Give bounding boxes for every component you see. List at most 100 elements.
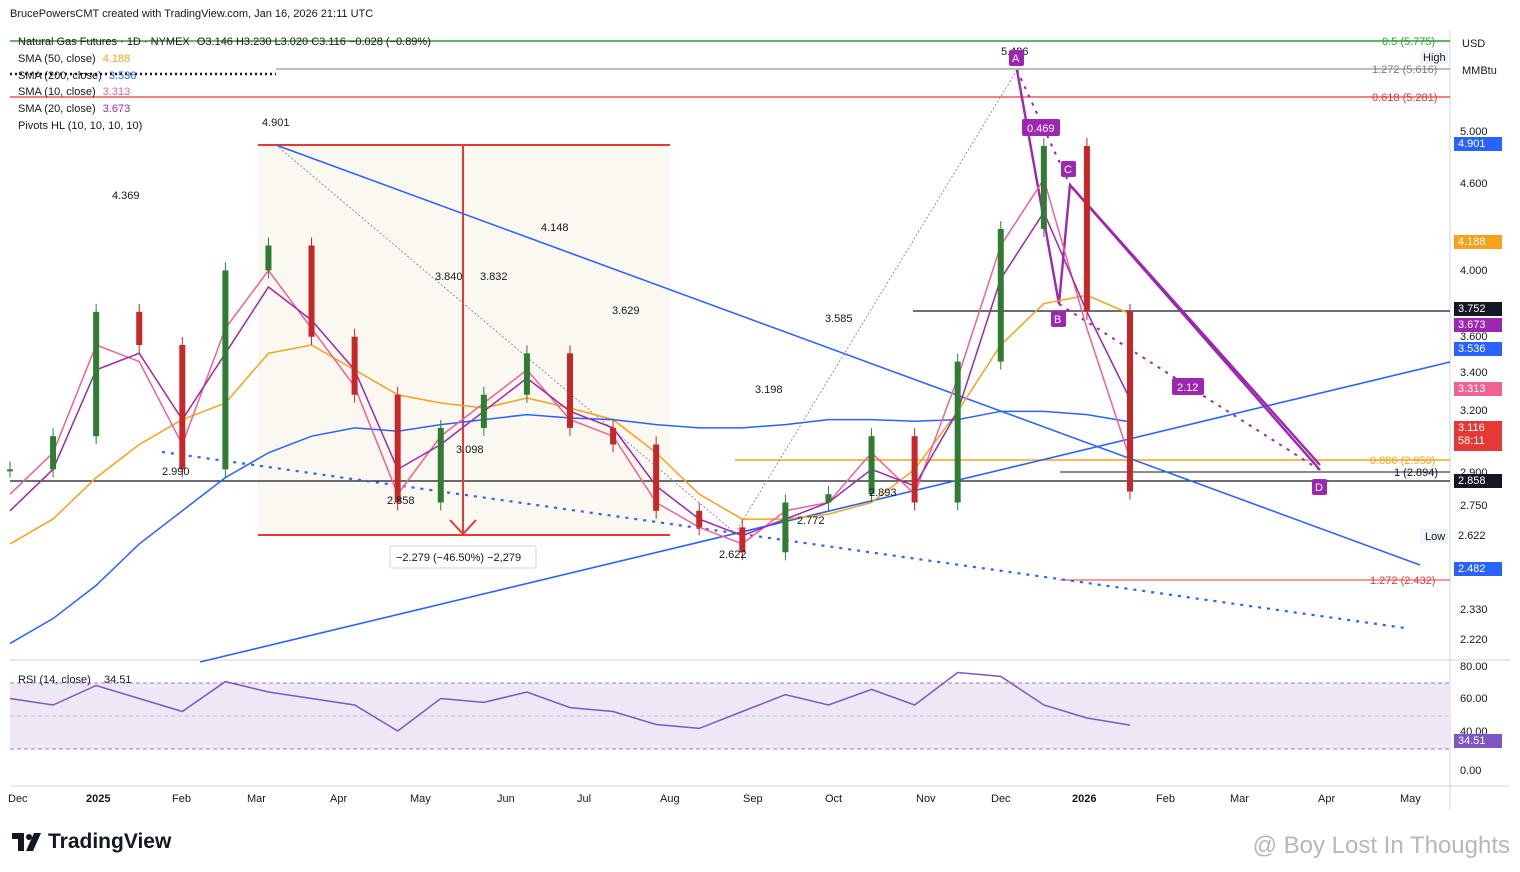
legend-symbol-row[interactable]: Natural Gas Futures · 1D · NYMEX O3.146 …: [18, 34, 431, 51]
axis-currency: USD: [1462, 38, 1485, 50]
month-tick: Dec: [8, 793, 28, 805]
pivot-label: 3.585: [825, 313, 853, 325]
fib-label: 0.5 (5.775): [1382, 36, 1435, 48]
price-badge: 4.901: [1454, 137, 1502, 151]
month-tick: Sep: [743, 793, 763, 805]
price-tick: 2.220: [1460, 634, 1488, 646]
dotted-support-line[interactable]: [161, 450, 1406, 630]
sma10-value: 3.313: [102, 86, 131, 99]
tradingview-logo[interactable]: TradingView: [12, 830, 171, 854]
pattern-marker-b: [1051, 311, 1066, 327]
price-badge: 3.536: [1454, 342, 1502, 356]
pattern-marker-label: C: [1064, 164, 1072, 176]
pivot-label: 2.893: [869, 487, 897, 499]
rsi-tick: 60.00: [1460, 693, 1488, 705]
pattern-marker-label: A: [1012, 53, 1020, 65]
pattern-marker-label: D: [1315, 482, 1323, 494]
pivot-label: 4.901: [262, 117, 290, 129]
sma10-label: SMA (10, close): [18, 86, 96, 99]
month-tick: Mar: [247, 793, 266, 805]
pattern-marker-label: B: [1054, 314, 1061, 326]
month-tick: May: [1400, 793, 1421, 805]
legend-pivots-row[interactable]: Pivots HL (10, 10, 10, 10): [18, 118, 431, 135]
legend-sma200-row[interactable]: SMA (200, close) 3.536: [18, 68, 431, 85]
ratio-box: [1172, 378, 1204, 395]
axis-unit: MMBtu: [1462, 65, 1497, 77]
sma20-value: 3.673: [102, 103, 131, 116]
pivot-label: 2.772: [797, 515, 825, 527]
pivot-label: 4.369: [112, 190, 140, 202]
month-tick: Jul: [577, 793, 591, 805]
ratio-box: [1022, 119, 1060, 136]
chart-header: BrucePowersCMT created with TradingView.…: [10, 8, 374, 20]
month-tick: Apr: [330, 793, 347, 805]
price-badge: 4.188: [1454, 235, 1502, 249]
candles: [7, 138, 1133, 561]
pivots-label: Pivots HL (10, 10, 10, 10): [18, 119, 143, 132]
legend-sma20-row[interactable]: SMA (20, close) 3.673: [18, 101, 431, 118]
brand-name: TradingView: [48, 830, 172, 853]
price-tick: 3.600: [1460, 331, 1488, 343]
price-tick: 4.600: [1460, 178, 1488, 190]
ratio-label: 0.469: [1027, 123, 1055, 135]
legend-sma50-row[interactable]: SMA (50, close) 4.188: [18, 51, 431, 68]
price-tick: 4.000: [1460, 265, 1488, 277]
pivot-label: 3.832: [480, 271, 508, 283]
fib-label: 0.618 (5.281): [1372, 92, 1437, 104]
sma50-value: 4.188: [102, 52, 131, 65]
price-badge: 3.313: [1454, 382, 1502, 396]
month-tick: Mar: [1230, 793, 1249, 805]
abcd-cd-leg[interactable]: [1069, 184, 1321, 466]
rsi-series: [9, 671, 1131, 732]
rsi-value: 34.51: [104, 674, 132, 686]
descending-trendline[interactable]: [275, 144, 1421, 566]
month-tick: Oct: [825, 793, 842, 805]
month-tick: Dec: [991, 793, 1011, 805]
rsi-label: RSI (14, close): [18, 674, 91, 686]
price-badge: 2.482: [1454, 562, 1502, 576]
measure-arrow-head: [449, 519, 477, 536]
chart-legend[interactable]: Natural Gas Futures · 1D · NYMEX O3.146 …: [18, 34, 431, 135]
pivot-label: 4.148: [541, 222, 569, 234]
price-badge: 3.752: [1454, 302, 1502, 316]
pattern-markers: A B C D 0.469 2.12: [1009, 50, 1327, 495]
low-label: Low: [1425, 531, 1445, 543]
price-badge: 34.51: [1454, 734, 1502, 748]
month-tick: May: [410, 793, 431, 805]
tradingview-logo-icon: [12, 833, 41, 851]
price-tick: 3.200: [1460, 405, 1488, 417]
legend-sma10-row[interactable]: SMA (10, close) 3.313: [18, 84, 431, 101]
month-tick: 2025: [86, 793, 110, 805]
sma200-label: SMA (200, close): [18, 69, 102, 82]
fib-label: 0.886 (2.950): [1370, 455, 1435, 467]
month-tick: Apr: [1318, 793, 1335, 805]
rsi-line: [9, 671, 1131, 732]
pivot-label: 3.840: [435, 271, 463, 283]
month-tick: Nov: [916, 793, 936, 805]
price-axis: USD MMBtu 5.000 4.600 4.000 3.600 3.400 …: [1420, 38, 1497, 777]
rsi-tick: 0.00: [1460, 765, 1481, 777]
bar-countdown: 58:11: [1458, 435, 1485, 447]
measure-label-box: [389, 545, 537, 569]
watermark: @ Boy Lost In Thoughts: [1252, 832, 1510, 859]
pivot-label: 3.098: [456, 444, 484, 456]
pattern-marker-a: [1009, 50, 1024, 66]
fib-labels: 0.5 (5.775) 1.272 (5.616) 0.618 (5.281) …: [1370, 36, 1438, 587]
price-badge: 3.673: [1454, 318, 1502, 332]
month-tick: Aug: [660, 793, 680, 805]
symbol-title: Natural Gas Futures · 1D · NYMEX: [18, 36, 190, 48]
pivot-label: 2.990: [162, 466, 190, 478]
measure-label: −2.279 (−46.50%) −2,279: [396, 552, 521, 564]
sma200-value: 3.536: [108, 69, 137, 82]
fib-label: 1 (2.894): [1394, 467, 1438, 479]
price-badge: 3.116 58:11: [1454, 421, 1502, 451]
ratio-label: 2.12: [1177, 382, 1198, 394]
price-badge: 2.858: [1454, 474, 1502, 488]
fib-label: 1.272 (2.432): [1370, 575, 1435, 587]
price-tick: 5.000: [1460, 126, 1488, 138]
price-badge: 2.622: [1454, 529, 1502, 543]
pivot-label: 2.622: [719, 549, 747, 561]
ascending-trendline[interactable]: [199, 361, 1451, 663]
month-tick: Feb: [1156, 793, 1175, 805]
